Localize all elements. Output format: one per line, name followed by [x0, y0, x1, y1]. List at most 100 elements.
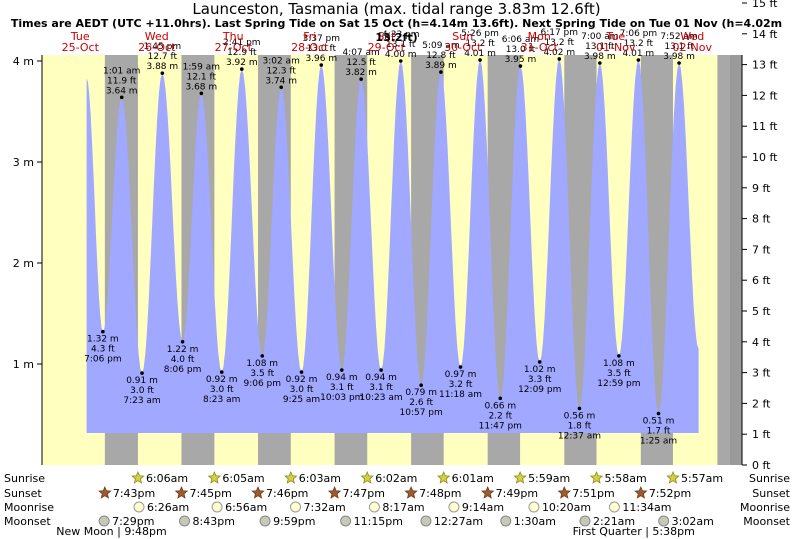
sunset-time: 7:49pm [496, 487, 538, 500]
day-date: 29-Oct [368, 41, 406, 54]
sun-time: 6:01am [452, 472, 494, 485]
right-tick-label: 2 ft [752, 397, 771, 410]
low-tide-label: 0.79 m [405, 388, 437, 398]
high-tide-label: 5:09 am [422, 41, 459, 51]
low-tide-point [498, 396, 503, 401]
low-tide-label: 10:03 pm [320, 393, 363, 403]
moonrise-time: 7:32am [304, 501, 346, 514]
moonrise-time: 11:34am [622, 501, 671, 514]
sunset-time: 7:46pm [266, 487, 308, 500]
right-tick-label: 14 ft [752, 28, 778, 41]
right-tick-label: 8 ft [752, 213, 771, 226]
right-tick-label: 13 ft [752, 59, 778, 72]
low-tide-point [617, 354, 621, 358]
high-tide-label: 6:17 pm [540, 28, 578, 38]
sunset-time: 7:43pm [113, 487, 155, 500]
low-tide-label: 2.2 ft [488, 411, 512, 421]
high-tide-label: 13.1 ft [664, 42, 694, 52]
high-tide-point [598, 61, 602, 65]
low-tide-point [419, 383, 423, 388]
moonset-icon [579, 515, 591, 527]
high-tide-label: 13.0 ft [506, 45, 536, 55]
moonset-time: 2:21am [593, 515, 635, 528]
low-tide-label: 11:47 pm [479, 421, 522, 431]
sunset-icon [481, 485, 495, 499]
sunset-icon [251, 485, 265, 499]
sunrise-icon [360, 470, 374, 484]
low-tide-point [339, 368, 344, 372]
high-tide-label: 3.88 m [146, 62, 178, 72]
low-tide-label: 12:09 pm [518, 385, 561, 395]
legend-row-label-right: Sunset [752, 487, 790, 500]
sun-time: 6:06am [146, 472, 188, 485]
day-date: 27-Oct [215, 41, 253, 54]
low-tide-label: 11:18 am [439, 390, 482, 400]
day-name: Mon [528, 30, 551, 43]
moonset-icon [420, 515, 432, 527]
low-tide-label: 3.0 ft [130, 386, 154, 396]
day-name: Sat [377, 30, 396, 43]
high-tide-label: 11.9 ft [107, 76, 137, 86]
sun-moon-legend: Sunrise Sunrise 6:06am 6:05am 6:03am 6:02am 6:… [4, 470, 791, 538]
high-tide-label: 13.0 ft [307, 44, 337, 54]
high-tide-label: 13.1 ft [585, 42, 615, 52]
day-date: 31-Oct [521, 41, 559, 54]
high-tide-label: 12.8 ft [426, 51, 456, 61]
day-name: Sun [452, 30, 473, 43]
high-tide-label: 3.74 m [265, 76, 297, 86]
high-tide-label: 12.9 ft [227, 48, 257, 58]
moonset-time: 7:29pm [112, 515, 154, 528]
moonrise-time: 8:17am [382, 501, 424, 514]
low-tide-label: 1.7 ft [647, 426, 671, 436]
left-margin [0, 55, 42, 465]
high-tide-label: 1:01 am [103, 66, 140, 76]
moonset-time: 3:02am [672, 515, 714, 528]
high-tide-label: 3.92 m [226, 58, 258, 68]
high-tide-label: 3:37 pm [302, 34, 340, 44]
sun-time: 5:57am [681, 472, 723, 485]
low-tide-point [458, 365, 463, 369]
high-tide-label: 7:06 pm [620, 29, 658, 39]
sunset-time: 7:51pm [572, 487, 614, 500]
high-tide-label: 13.2 ft [624, 39, 654, 49]
sunset-icon [174, 485, 189, 499]
legend-row-label: Moonrise [4, 501, 54, 514]
right-tick-label: 12 ft [752, 89, 778, 102]
sunset-time: 7:52pm [649, 487, 691, 500]
moonrise-icon [211, 501, 223, 513]
right-tick-label: 3 ft [752, 367, 771, 380]
high-tide-label: 4.00 m [385, 50, 417, 60]
moonset-icon [179, 515, 191, 527]
high-tide-label: 3.98 m [584, 52, 616, 62]
low-tide-label: 1.08 m [603, 359, 635, 369]
low-tide-point [180, 339, 185, 344]
moonset-time: 12:27am [434, 515, 483, 528]
low-tide-label: 1.08 m [246, 359, 278, 369]
high-tide-label: 4:33 pm [382, 30, 420, 40]
high-tide-label: 3:02 am [262, 56, 299, 66]
low-tide-label: 7:06 pm [84, 355, 122, 365]
low-tide-label: 4.0 ft [171, 355, 195, 365]
sunset-time: 7:48pm [419, 487, 461, 500]
low-tide-label: 4.3 ft [91, 345, 115, 355]
moonset-time: 9:59pm [273, 515, 315, 528]
day-date: 02-Nov [673, 41, 713, 54]
low-tide-label: 3.1 ft [369, 383, 393, 393]
moonrise-time: 9:14am [462, 501, 504, 514]
high-tide-label: 1:59 am [183, 62, 220, 72]
left-tick-label: 3 m [13, 156, 34, 169]
chart-subtitle: Times are AEDT (UTC +11.0hrs). Last Spri… [10, 17, 783, 44]
moonrise-time: 10:20am [542, 501, 591, 514]
legend-row-label-right: Moonrise [740, 501, 790, 514]
low-tide-point [140, 371, 144, 375]
low-tide-label: 3.2 ft [449, 380, 473, 390]
high-tide-label: 5:26 pm [461, 29, 499, 39]
high-tide-point [240, 67, 244, 71]
day-name: Tue [70, 30, 90, 43]
low-tide-point [577, 406, 582, 411]
moonrise-icon [368, 501, 380, 513]
low-tide-label: 9:25 am [283, 395, 320, 405]
right-tick-label: 7 ft [752, 243, 771, 256]
